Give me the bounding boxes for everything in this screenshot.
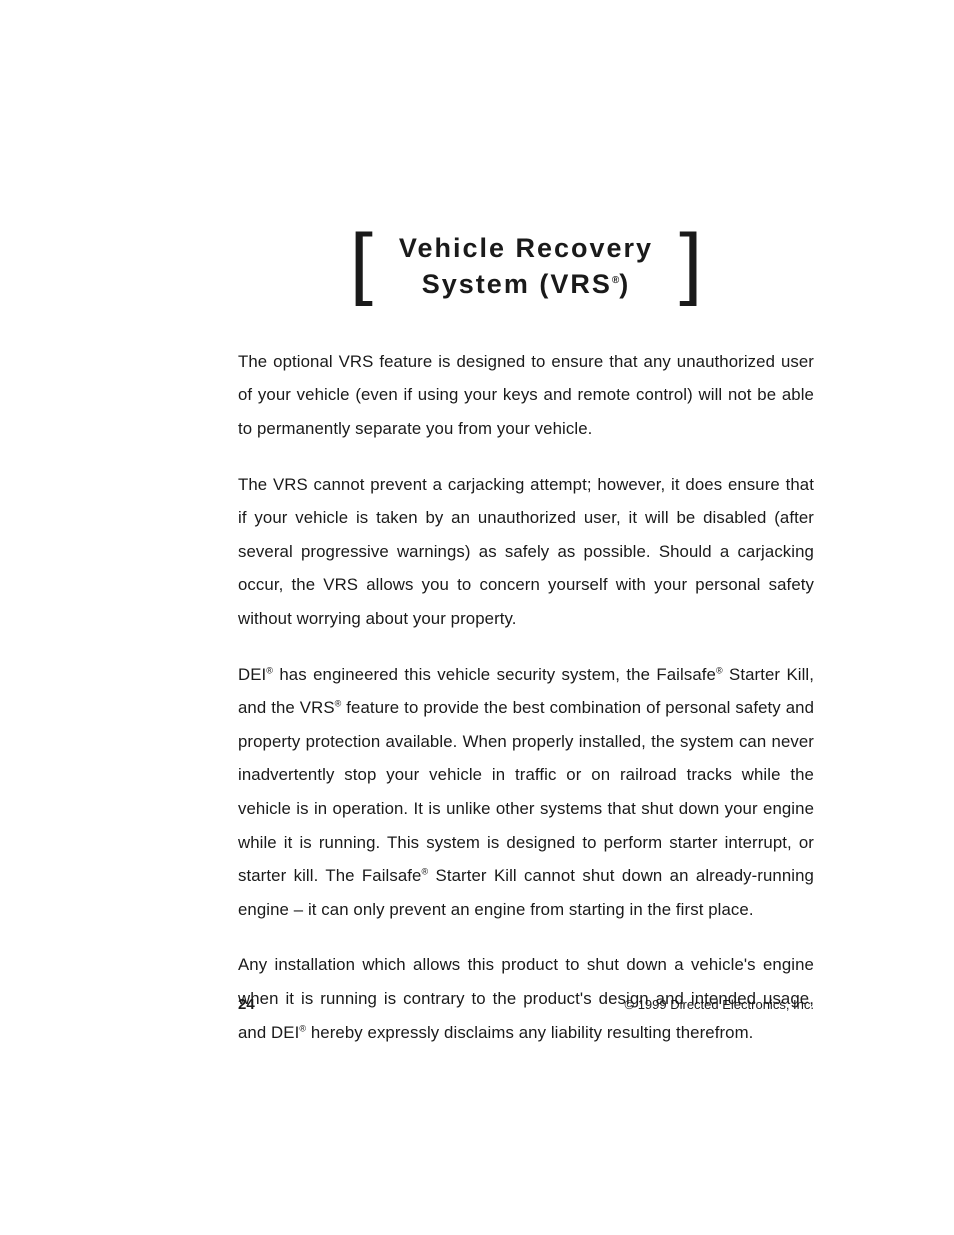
p3-sup2: ® [716, 665, 723, 675]
section-title: [ Vehicle Recovery System (VRS®) ] [238, 230, 814, 303]
bracket-right: ] [679, 228, 702, 297]
document-page: [ Vehicle Recovery System (VRS®) ] The o… [0, 0, 954, 1235]
title-line2-pre: System (VRS [422, 269, 612, 299]
title-line1: Vehicle Recovery [399, 233, 653, 263]
p3-sup1: ® [266, 665, 273, 675]
p3-seg4: feature to provide the best combination … [238, 698, 814, 885]
title-text: Vehicle Recovery System (VRS®) [373, 230, 679, 303]
copyright-text: © 1999 Directed Electronics, Inc. [625, 997, 815, 1012]
paragraph-3: DEI® has engineered this vehicle securit… [238, 658, 814, 927]
page-footer: 24 © 1999 Directed Electronics, Inc. [238, 996, 814, 1013]
p3-seg1: DEI [238, 665, 266, 684]
paragraph-2: The VRS cannot prevent a carjacking atte… [238, 468, 814, 636]
page-number: 24 [238, 996, 255, 1013]
bracket-left: [ [350, 228, 373, 297]
p4-seg2: hereby expressly disclaims any liability… [306, 1023, 753, 1042]
p3-seg2: has engineered this vehicle security sys… [273, 665, 716, 684]
paragraph-1: The optional VRS feature is designed to … [238, 345, 814, 446]
body-text: The optional VRS feature is designed to … [238, 345, 814, 1049]
title-line2-post: ) [619, 269, 630, 299]
